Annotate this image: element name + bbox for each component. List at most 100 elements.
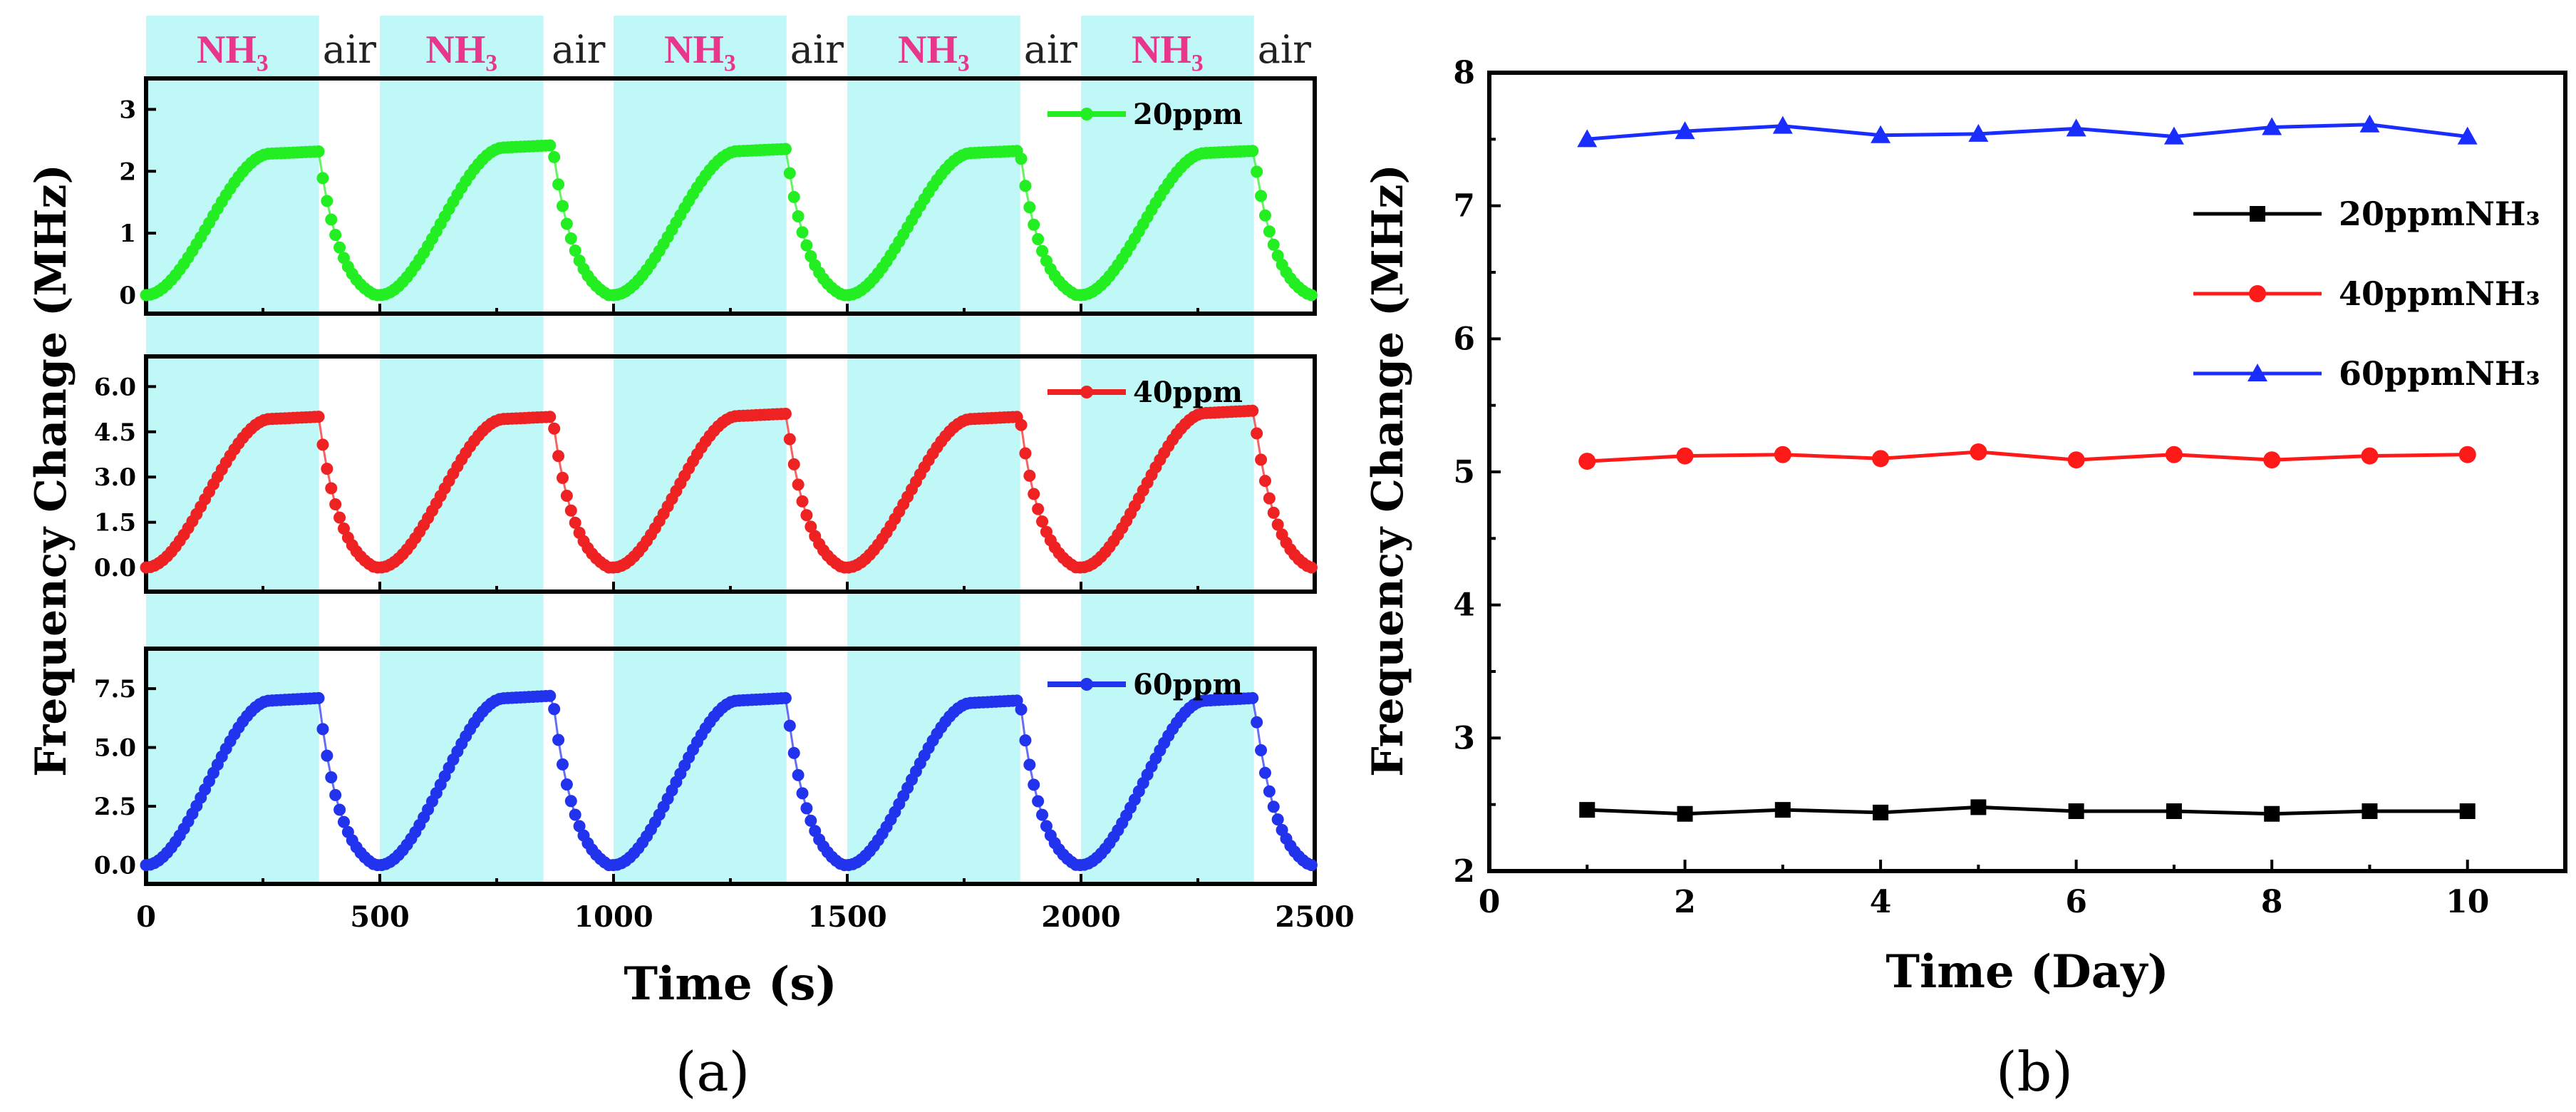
y-tick-label: 6 xyxy=(1453,321,1475,357)
data-point xyxy=(1970,443,1987,460)
data-point xyxy=(1677,805,1693,822)
nh3-band-label: NH₃ xyxy=(898,28,970,72)
y-axis-title: Frequency Change (MHz) xyxy=(1363,164,1413,777)
data-point xyxy=(1305,289,1318,302)
y-tick-label: 5 xyxy=(1453,454,1475,490)
data-point xyxy=(1305,859,1318,872)
series-points-1 xyxy=(1578,443,2476,470)
panel-a-chart: NH₃ air NH₃ air NH₃ air NH₃ air NH₃ air 0 1 2 3 20ppm 0… xyxy=(26,16,1355,1103)
data-point xyxy=(2264,805,2280,822)
data-point xyxy=(1871,125,1891,143)
nh3-band-label: NH₃ xyxy=(425,28,497,72)
y-axis-title: Frequency Change (MHz) xyxy=(26,164,76,777)
plot-frame xyxy=(1487,71,2567,873)
legend-label-1: 40ppmNH₃ xyxy=(2339,274,2540,313)
data-point xyxy=(1675,121,1695,140)
legend-marker-0 xyxy=(2250,206,2265,222)
data-point xyxy=(1676,447,1694,465)
series-points-0 xyxy=(1579,799,2476,822)
legend-marker-20ppm xyxy=(1080,108,1093,120)
data-point xyxy=(1579,802,1595,818)
legend-label-60ppm: 60ppm xyxy=(1133,668,1243,701)
y-tick-label: 0.0 xyxy=(94,554,136,582)
x-tick-label: 1500 xyxy=(807,900,886,934)
panel-label-b: (b) xyxy=(1996,1040,2073,1103)
data-point xyxy=(1578,453,1596,470)
data-point xyxy=(2359,114,2380,133)
legend-marker-1 xyxy=(2249,285,2266,302)
panel-label-a: (a) xyxy=(676,1040,750,1103)
series-line-60ppm xyxy=(145,694,1312,867)
y-tick-label: 2 xyxy=(119,158,136,186)
data-point xyxy=(1577,129,1598,148)
y-tick-label: 2 xyxy=(1453,853,1475,890)
x-tick-label: 1000 xyxy=(574,900,653,934)
data-point xyxy=(2163,126,2184,145)
legend-label-2: 60ppmNH₃ xyxy=(2339,354,2540,393)
nh3-band-label: NH₃ xyxy=(1132,28,1204,72)
legend-label-40ppm: 40ppm xyxy=(1133,376,1243,409)
data-point xyxy=(1774,446,1791,463)
y-tick-label: 7.5 xyxy=(94,675,136,704)
x-tick-label: 8 xyxy=(2261,884,2283,920)
x-tick-label: 10 xyxy=(2446,884,2489,920)
y-tick-label: 1 xyxy=(119,220,136,248)
legend-marker-40ppm xyxy=(1080,386,1093,398)
y-tick-label: 5.0 xyxy=(94,734,136,763)
y-tick-label: 0 xyxy=(119,282,136,310)
x-tick-label: 2000 xyxy=(1041,900,1120,934)
series-line-40ppm xyxy=(145,409,1312,569)
air-band-label: air xyxy=(1258,27,1311,72)
legend-label-20ppm: 20ppm xyxy=(1133,98,1243,131)
series-line-20ppm xyxy=(145,144,1312,297)
x-tick-label: 4 xyxy=(1870,884,1892,920)
air-band-label: air xyxy=(1024,27,1077,72)
data-point xyxy=(2066,118,2086,137)
data-point xyxy=(1872,450,1890,468)
y-tick-label: 1.5 xyxy=(94,509,136,537)
data-point xyxy=(1774,802,1791,818)
x-axis-title: Time (s) xyxy=(624,957,837,1011)
air-band-label: air xyxy=(323,27,376,72)
series-line-0 xyxy=(1587,805,2468,816)
data-point xyxy=(2361,447,2379,465)
data-point xyxy=(1968,123,1989,142)
data-point xyxy=(2262,117,2282,135)
series-line-2 xyxy=(1587,123,2468,141)
data-point xyxy=(2362,803,2378,819)
legend-marker-60ppm xyxy=(1080,678,1093,691)
x-tick-label: 0 xyxy=(136,900,156,934)
y-tick-label: 0.0 xyxy=(94,852,136,880)
series-line-1 xyxy=(1587,450,2468,463)
legend-label-0: 20ppmNH₃ xyxy=(2339,195,2540,233)
legend-marker-2 xyxy=(2247,364,2267,381)
y-tick-label: 4.5 xyxy=(94,418,136,447)
y-tick-label: 6.0 xyxy=(94,373,136,401)
data-point xyxy=(1772,115,1793,134)
data-point xyxy=(2457,126,2478,145)
data-point xyxy=(1873,804,1889,820)
air-band-label: air xyxy=(790,27,844,72)
data-point xyxy=(2068,803,2084,819)
x-tick-label: 500 xyxy=(350,900,410,934)
y-tick-label: 2.5 xyxy=(94,793,136,821)
y-tick-label: 4 xyxy=(1453,587,1475,624)
data-point xyxy=(2459,803,2476,819)
x-tick-label: 6 xyxy=(2065,884,2087,920)
nh3-band-label: NH₃ xyxy=(664,28,736,72)
y-tick-label: 7 xyxy=(1453,188,1475,225)
data-point xyxy=(2263,451,2281,469)
data-point xyxy=(2458,446,2476,463)
x-tick-label: 2500 xyxy=(1275,900,1354,934)
y-tick-label: 3.0 xyxy=(94,463,136,492)
x-axis-title: Time (Day) xyxy=(1886,945,2168,999)
y-tick-label: 3 xyxy=(119,96,136,124)
y-tick-label: 8 xyxy=(1453,55,1475,91)
y-tick-label: 3 xyxy=(1453,720,1475,756)
x-tick-label: 0 xyxy=(1479,884,1501,920)
data-point xyxy=(2165,446,2183,463)
data-point xyxy=(2166,803,2182,819)
air-band-label: air xyxy=(552,27,605,72)
